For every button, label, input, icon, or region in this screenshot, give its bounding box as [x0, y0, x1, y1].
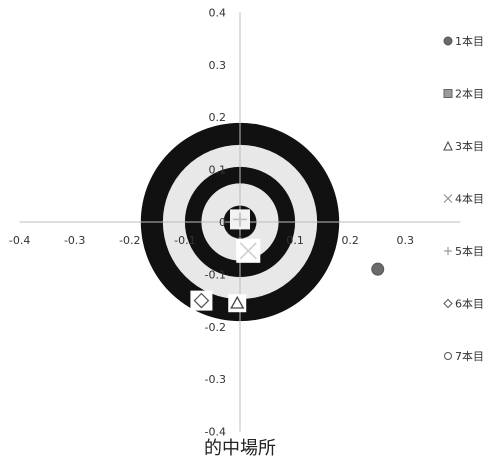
x-tick-label: -0.2	[119, 234, 140, 247]
x-tick-label: -0.4	[9, 234, 30, 247]
legend-label: 3本目	[455, 139, 484, 153]
legend-item: 5本目	[444, 244, 484, 258]
y-tick-label: -0.2	[205, 321, 226, 334]
legend-label: 1本目	[455, 34, 484, 48]
data-points	[190, 209, 385, 313]
x-tick-label: 0.1	[286, 234, 304, 247]
x-tick-label: -0.1	[174, 234, 195, 247]
chart-title: 的中場所	[204, 438, 276, 459]
legend-item: 6本目	[443, 297, 484, 311]
legend-item: 7本目	[444, 349, 484, 363]
y-tick-label: 0.2	[209, 111, 227, 124]
legend-item: 2本目	[443, 87, 484, 101]
marker-x	[236, 238, 261, 263]
y-tick-label: -0.4	[205, 426, 226, 439]
legend-open-circle-icon	[444, 352, 452, 360]
y-tick-label: 0.3	[209, 59, 227, 72]
marker-diamond	[190, 290, 213, 311]
legend-item: 4本目	[443, 192, 484, 206]
legend-item: 1本目	[443, 34, 484, 48]
x-tick-label: -0.3	[64, 234, 85, 247]
y-tick-label: 0.1	[209, 164, 227, 177]
legend-diamond-icon	[443, 298, 453, 309]
circle-marker	[371, 262, 385, 276]
legend-x-icon	[443, 194, 453, 203]
legend-label: 5本目	[455, 244, 484, 258]
diamond-marker	[193, 292, 210, 309]
y-tick-label: -0.3	[205, 373, 226, 386]
marker-plus	[230, 209, 250, 230]
y-tick-label: 0.4	[209, 6, 227, 19]
legend-label: 6本目	[455, 297, 484, 311]
y-tick-label: -0.1	[205, 268, 226, 281]
x-tick-label: 0.2	[341, 234, 359, 247]
legend-item: 3本目	[443, 139, 484, 153]
marker-circle	[371, 262, 385, 276]
triangle-marker	[230, 295, 245, 309]
legend-label: 2本目	[455, 87, 484, 101]
tick-labels: -0.4-0.3-0.2-0.100.10.20.30.40.30.20.10-…	[9, 6, 414, 438]
legend-label: 7本目	[455, 349, 484, 363]
legend-label: 4本目	[455, 192, 484, 206]
marker-bg	[190, 290, 213, 311]
marker-triangle	[228, 294, 247, 313]
y-tick-label: 0	[219, 216, 226, 229]
legend-square-icon	[443, 89, 453, 98]
x-marker-stroke	[239, 242, 257, 260]
legend-circle-icon	[443, 36, 453, 46]
legend: 1本目 2本目 3本目 4本目 5本目 6本目 7本目	[443, 34, 484, 363]
x-tick-label: 0.3	[397, 234, 415, 247]
legend-triangle-icon	[443, 140, 453, 151]
